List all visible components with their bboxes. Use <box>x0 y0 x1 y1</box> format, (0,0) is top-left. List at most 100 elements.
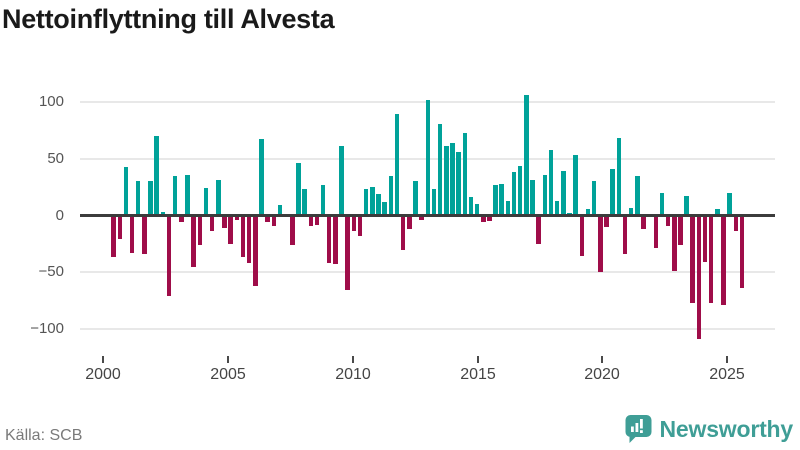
zero-axis-line <box>80 214 775 217</box>
bar-negative <box>222 215 227 228</box>
x-axis-tick <box>726 356 728 363</box>
bar-positive <box>437 123 443 216</box>
bar-positive <box>302 189 307 216</box>
gridline <box>80 271 775 274</box>
bar-positive <box>172 175 178 216</box>
bar-positive <box>715 208 720 216</box>
bar-positive <box>450 142 455 216</box>
bar-positive <box>382 201 387 216</box>
bar-negative <box>265 215 270 223</box>
gridline <box>80 328 775 330</box>
bar-negative <box>308 215 313 226</box>
bar-positive <box>388 175 394 216</box>
bar-positive <box>216 180 221 216</box>
bar-negative <box>271 215 277 226</box>
bar-positive <box>524 95 529 216</box>
bar-negative <box>179 215 184 223</box>
bar-negative <box>111 215 116 258</box>
bar-positive <box>148 181 153 216</box>
bar-positive <box>616 138 622 216</box>
bar-positive <box>123 166 129 216</box>
newsworthy-wordmark: Newsworthy <box>659 415 794 442</box>
x-axis-tick-label: 2015 <box>460 366 496 383</box>
y-axis-tick-label: 50 <box>47 149 64 167</box>
bar-negative <box>345 215 350 291</box>
bar-positive <box>339 146 344 216</box>
bar-positive <box>185 174 190 216</box>
source-label: Källa: SCB <box>5 427 83 444</box>
bar-positive <box>203 188 209 216</box>
bar-chart-plot: 100 50 0 −50 −100 2000 2005 2010 2015 2020 2025 <box>30 93 775 383</box>
bar-negative <box>357 215 363 236</box>
bar-positive <box>511 172 517 216</box>
bar-negative <box>739 215 745 289</box>
y-axis-tick-label: −100 <box>30 320 64 337</box>
x-axis-tick <box>352 356 354 363</box>
bar-negative <box>721 215 726 306</box>
newsworthy-logo: Newsworthy <box>625 413 793 445</box>
bar-negative <box>481 215 486 223</box>
x-axis-tick <box>601 356 603 363</box>
bar-positive <box>684 196 689 216</box>
bar-positive <box>154 136 159 216</box>
bar-negative <box>333 215 338 265</box>
x-axis-tick <box>477 356 479 363</box>
bar-positive <box>542 174 548 216</box>
bar-positive <box>610 168 615 216</box>
newsworthy-bubble-chart-icon <box>625 414 652 443</box>
bar-positive <box>320 184 326 216</box>
bar-negative <box>326 215 332 264</box>
bar-positive <box>431 189 437 216</box>
bar-positive <box>363 189 369 216</box>
page-title: Nettoinflyttning till Alvesta <box>2 4 335 34</box>
bar-negative <box>209 215 215 232</box>
bar-negative <box>253 215 258 286</box>
bar-negative <box>166 215 172 297</box>
x-axis-tick-label: 2020 <box>584 366 620 383</box>
bar-positive <box>160 212 166 216</box>
bar-positive <box>444 146 449 216</box>
bar-positive <box>296 163 301 216</box>
bar-positive <box>413 181 418 216</box>
bar-negative <box>696 215 702 340</box>
bar-positive <box>259 139 264 216</box>
bar-negative <box>407 215 412 230</box>
bar-negative <box>604 215 609 227</box>
bar-positive <box>277 205 283 216</box>
bar-positive <box>505 200 511 216</box>
bar-negative <box>240 215 246 258</box>
bar-positive <box>135 181 141 216</box>
bar-negative <box>246 215 252 264</box>
x-axis-tick <box>102 356 104 363</box>
bar-negative <box>622 215 628 255</box>
bar-negative <box>142 215 147 255</box>
bar-positive <box>394 114 400 216</box>
bar-positive <box>659 192 665 216</box>
x-axis-tick-label: 2000 <box>85 366 121 383</box>
bar-positive <box>530 180 535 216</box>
bar-negative <box>228 215 233 244</box>
bar-negative <box>733 215 739 232</box>
x-axis-tick-label: 2005 <box>210 366 246 383</box>
bar-positive <box>554 200 560 216</box>
bar-negative <box>400 215 406 250</box>
bar-positive <box>468 197 474 216</box>
bar-positive <box>585 208 591 216</box>
x-axis-tick-label: 2010 <box>335 366 371 383</box>
bar-negative <box>197 215 203 245</box>
bar-negative <box>690 215 695 303</box>
bar-negative <box>351 215 357 232</box>
bar-negative <box>117 215 122 240</box>
y-axis-tick-label: 0 <box>55 206 64 224</box>
bar-positive <box>628 207 634 216</box>
y-axis-tick-label: −50 <box>38 263 64 281</box>
bar-positive <box>462 132 468 216</box>
bar-negative <box>191 215 196 267</box>
x-axis-tick <box>227 356 229 363</box>
bar-negative <box>536 215 541 244</box>
bar-negative <box>314 215 320 225</box>
bar-positive <box>727 192 732 216</box>
bar-negative <box>129 215 135 253</box>
bar-positive <box>370 187 375 216</box>
